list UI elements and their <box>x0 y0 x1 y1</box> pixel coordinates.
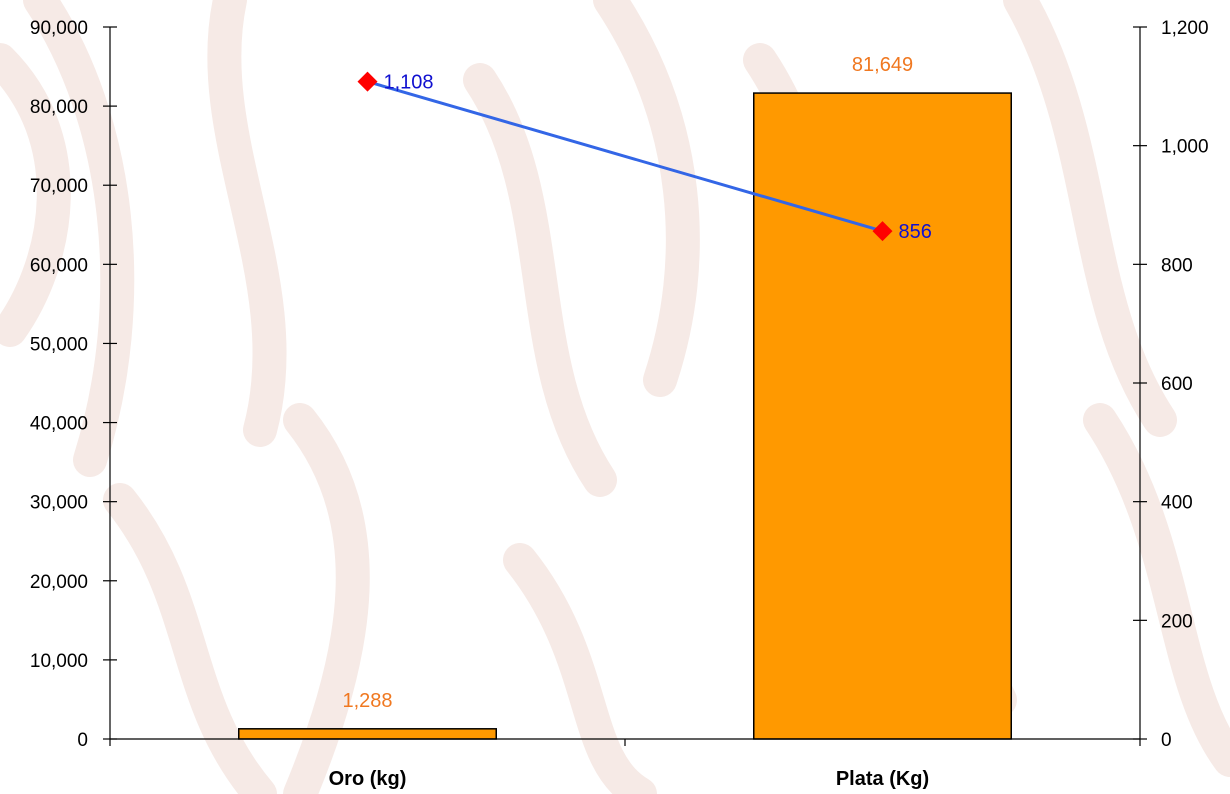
y-left-tick-label: 10,000 <box>30 651 88 672</box>
bar <box>238 728 497 740</box>
line-value-label: 1,108 <box>384 72 434 94</box>
y-left-tick-label: 0 <box>77 730 88 751</box>
line-series <box>357 71 893 242</box>
x-category-label: Plata (Kg) <box>836 768 929 790</box>
y-right-tick-label: 400 <box>1161 493 1193 514</box>
y-left-tick-label: 60,000 <box>30 255 88 276</box>
watermark-stroke <box>23 0 135 477</box>
watermark-stroke <box>207 0 287 447</box>
diamond-marker <box>872 221 893 242</box>
y-left-tick-label: 50,000 <box>30 334 88 355</box>
y-left-tick-label: 70,000 <box>30 176 88 197</box>
x-category-label: Oro (kg) <box>329 768 407 790</box>
line-value-label: 856 <box>899 221 932 243</box>
axes: 0 10,000 20,000 30,000 40,000 50,000 60,000 70,… <box>30 18 1209 790</box>
watermark-stroke <box>593 0 700 397</box>
bar-value-label: 1,288 <box>342 690 392 712</box>
y-right-tick-label: 1,200 <box>1161 18 1209 39</box>
y-left-tick-label: 80,000 <box>30 97 88 118</box>
bar-data-labels: 1,288 81,649 <box>342 54 913 712</box>
y-left-tick-label: 30,000 <box>30 493 88 514</box>
y-right-tick-label: 1,000 <box>1161 137 1209 158</box>
line-data-labels: 1,108 856 <box>384 72 932 244</box>
watermark-stroke <box>0 43 71 347</box>
diamond-marker <box>357 71 378 92</box>
series-line <box>367 80 883 233</box>
bar-value-label: 81,649 <box>852 54 913 76</box>
y-right-tick-label: 200 <box>1161 611 1193 632</box>
bar <box>753 92 1012 740</box>
y-left-tick-label: 40,000 <box>30 414 88 435</box>
y-left-tick-label: 90,000 <box>30 18 88 39</box>
watermark-stroke <box>463 63 617 497</box>
y-right-tick-label: 800 <box>1161 255 1193 276</box>
watermark-stroke <box>503 543 657 794</box>
y-left-tick-label: 20,000 <box>30 572 88 593</box>
watermark-stroke <box>103 483 277 794</box>
watermark-stroke <box>1083 403 1230 777</box>
bar-series <box>238 92 1012 740</box>
watermark-stroke <box>1003 0 1177 437</box>
y-right-tick-label: 600 <box>1161 374 1193 395</box>
y-right-tick-label: 0 <box>1161 730 1172 751</box>
